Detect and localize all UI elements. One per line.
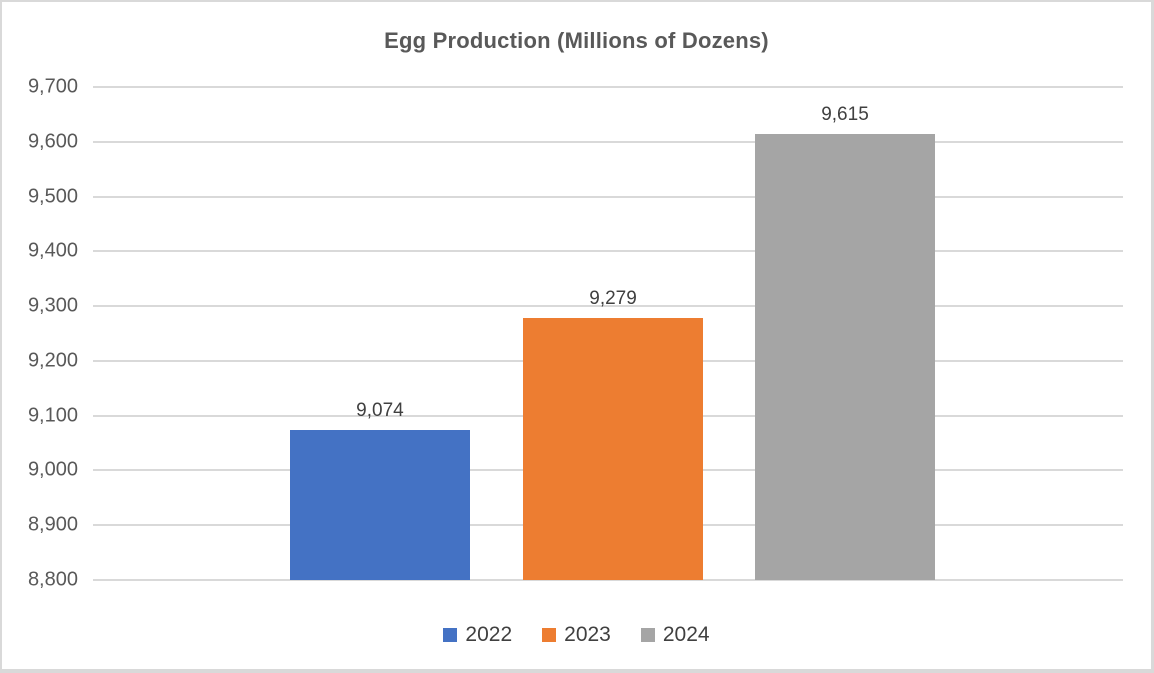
gridline xyxy=(93,305,1123,308)
y-axis-tick-label: 9,600 xyxy=(27,130,78,153)
y-axis-tick-label: 9,300 xyxy=(27,294,78,317)
y-axis-tick-label: 9,700 xyxy=(27,75,78,98)
y-axis-tick-label: 9,200 xyxy=(27,349,78,372)
gridline xyxy=(93,140,1123,143)
bar-value-label: 9,074 xyxy=(356,399,404,421)
y-axis-tick-label: 8,800 xyxy=(27,568,78,591)
legend-swatch-icon xyxy=(542,628,557,642)
bar-2023: 9,279 xyxy=(523,288,704,580)
gridline xyxy=(93,86,1123,88)
y-axis: 8,800 8,900 9,000 9,100 9,200 9,300 9,400 9,500… xyxy=(2,76,78,591)
legend-label: 2022 xyxy=(465,623,513,646)
plot-area: 9,074 9,279 9,615 xyxy=(93,86,1123,581)
chart-title: Egg Production (Millions of Dozens) xyxy=(384,28,769,53)
legend-label: 2023 xyxy=(564,623,611,646)
gridline xyxy=(93,579,1123,581)
y-axis-tick-label: 9,500 xyxy=(27,185,78,208)
legend-label: 2024 xyxy=(662,623,710,646)
legend-swatch-icon xyxy=(640,628,655,642)
bar-value-label: 9,279 xyxy=(589,287,637,309)
y-axis-tick-label: 9,100 xyxy=(27,404,78,427)
chart-legend: 2022 2023 2024 xyxy=(2,623,1151,647)
gridline xyxy=(93,195,1123,198)
legend-item-2022: 2022 xyxy=(443,623,512,647)
bar-2024: 9,615 xyxy=(754,104,935,580)
legend-item-2023: 2023 xyxy=(542,623,611,647)
legend-item-2024: 2024 xyxy=(640,623,710,647)
y-axis-tick-label: 9,000 xyxy=(27,458,78,481)
y-axis-tick-label: 8,900 xyxy=(27,513,78,536)
bar-value-label: 9,615 xyxy=(821,103,869,125)
legend-swatch-icon xyxy=(443,628,458,642)
y-axis-tick-label: 9,400 xyxy=(27,239,78,262)
gridline xyxy=(93,250,1123,253)
bar-2022: 9,074 xyxy=(289,400,470,580)
